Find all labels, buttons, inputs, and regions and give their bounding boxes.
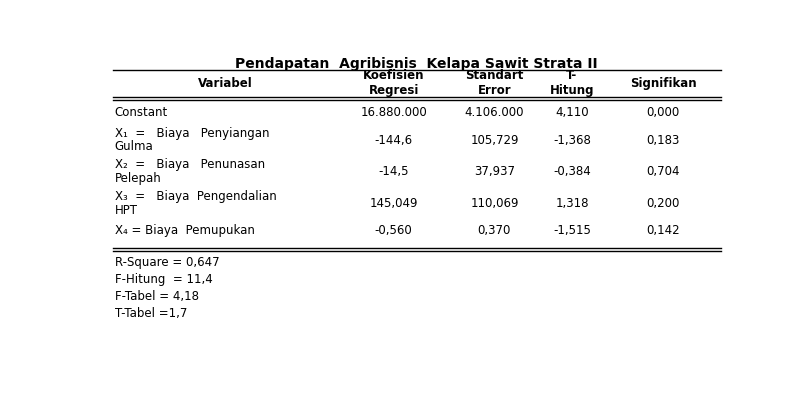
Text: 110,069: 110,069 — [470, 197, 518, 210]
Text: X₃  =   Biaya  Pengendalian: X₃ = Biaya Pengendalian — [114, 190, 276, 203]
Text: T-Tabel =1,7: T-Tabel =1,7 — [114, 307, 187, 320]
Text: -1,368: -1,368 — [552, 134, 590, 146]
Text: X₄ = Biaya  Pemupukan: X₄ = Biaya Pemupukan — [114, 224, 254, 237]
Text: 4.106.000: 4.106.000 — [464, 106, 524, 119]
Text: HPT: HPT — [114, 204, 138, 217]
Text: 37,937: 37,937 — [474, 165, 514, 178]
Text: -144,6: -144,6 — [374, 134, 412, 146]
Text: 4,110: 4,110 — [555, 106, 588, 119]
Text: 145,049: 145,049 — [369, 197, 418, 210]
Text: R-Square = 0,647: R-Square = 0,647 — [114, 256, 219, 269]
Text: 105,729: 105,729 — [470, 134, 518, 146]
Text: 0,000: 0,000 — [646, 106, 679, 119]
Text: Pelepah: Pelepah — [114, 172, 161, 185]
Text: 0,704: 0,704 — [646, 165, 680, 178]
Text: Variabel: Variabel — [198, 76, 252, 90]
Text: -1,515: -1,515 — [552, 224, 590, 237]
Text: Constant: Constant — [114, 106, 168, 119]
Text: -0,560: -0,560 — [375, 224, 412, 237]
Text: -0,384: -0,384 — [552, 165, 590, 178]
Text: Signifikan: Signifikan — [629, 76, 696, 90]
Text: X₁  =   Biaya   Penyiangan: X₁ = Biaya Penyiangan — [114, 126, 268, 140]
Text: 0,200: 0,200 — [646, 197, 680, 210]
Text: Standart
Error: Standart Error — [465, 69, 523, 97]
Text: Pendapatan  Agribisnis  Kelapa Sawit Strata II: Pendapatan Agribisnis Kelapa Sawit Strat… — [234, 57, 597, 71]
Text: -14,5: -14,5 — [378, 165, 409, 178]
Text: 1,318: 1,318 — [555, 197, 588, 210]
Text: Koefisien
Regresi: Koefisien Regresi — [363, 69, 424, 97]
Text: T-
Hitung: T- Hitung — [549, 69, 594, 97]
Text: Gulma: Gulma — [114, 140, 153, 154]
Text: F-Hitung  = 11,4: F-Hitung = 11,4 — [114, 273, 212, 286]
Text: F-Tabel = 4,18: F-Tabel = 4,18 — [114, 290, 199, 303]
Text: X₂  =   Biaya   Penunasan: X₂ = Biaya Penunasan — [114, 158, 264, 171]
Text: 0,183: 0,183 — [646, 134, 680, 146]
Text: 16.880.000: 16.880.000 — [360, 106, 427, 119]
Text: 0,370: 0,370 — [477, 224, 510, 237]
Text: 0,142: 0,142 — [646, 224, 680, 237]
